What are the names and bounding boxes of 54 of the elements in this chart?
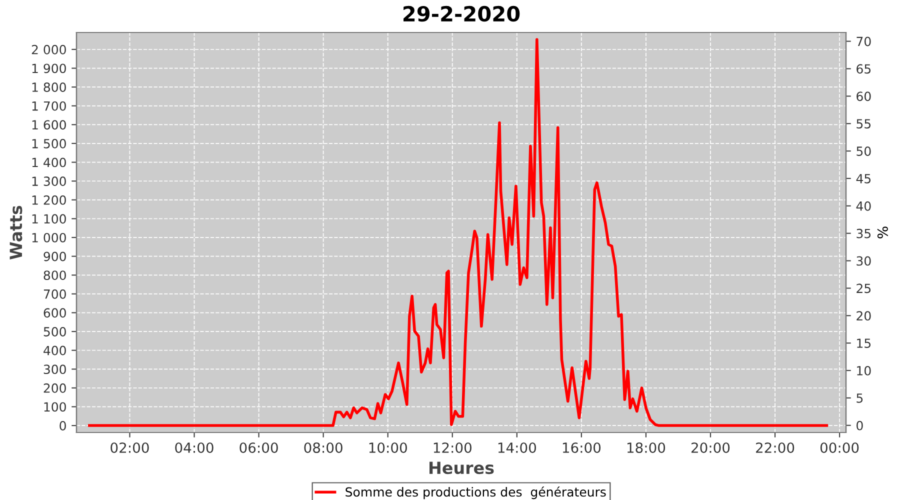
y2-tick-label: 5 bbox=[856, 394, 863, 403]
y-tick-label: 1 700 bbox=[32, 101, 66, 111]
x-tick-label: 18:00 bbox=[627, 442, 666, 453]
y-tick-label: 900 bbox=[44, 252, 66, 262]
x-tick-label: 00:00 bbox=[820, 442, 859, 453]
y-tick-label: 200 bbox=[44, 383, 66, 393]
y2-tick-label: 70 bbox=[856, 36, 871, 46]
x-tick-label: 22:00 bbox=[756, 442, 794, 453]
y-axis-title: Watts bbox=[10, 206, 22, 260]
x-tick-label: 14:00 bbox=[498, 442, 536, 453]
y-tick-label: 1 300 bbox=[32, 176, 66, 186]
y-tick-label: 300 bbox=[44, 364, 66, 374]
y-tick-label: 1 900 bbox=[32, 64, 66, 74]
legend-label: Somme des productions des générateurs bbox=[346, 486, 606, 500]
x-tick-label: 12:00 bbox=[434, 442, 472, 453]
x-tick-label: 04:00 bbox=[175, 442, 214, 453]
y-tick-label: 600 bbox=[44, 308, 66, 318]
y2-tick-label: 0 bbox=[856, 420, 863, 430]
y-tick-label: 800 bbox=[44, 270, 66, 280]
y2-tick-label: 45 bbox=[856, 174, 871, 184]
y2-axis-title: % bbox=[877, 226, 888, 238]
y-tick-label: 1 100 bbox=[32, 214, 66, 224]
y2-tick-label: 25 bbox=[856, 284, 871, 294]
x-tick-label: 16:00 bbox=[562, 442, 601, 453]
x-axis-title: Heures bbox=[430, 462, 494, 474]
y2-tick-label: 50 bbox=[856, 146, 871, 156]
y-tick-label: 100 bbox=[44, 402, 66, 412]
y-tick-label: 1 600 bbox=[32, 120, 66, 130]
x-tick-label: 06:00 bbox=[240, 442, 278, 453]
y2-tick-label: 55 bbox=[856, 119, 871, 129]
y2-tick-label: 65 bbox=[856, 64, 871, 74]
x-tick-label: 20:00 bbox=[691, 442, 730, 453]
x-tick-label: 08:00 bbox=[304, 442, 342, 453]
y2-tick-label: 40 bbox=[856, 201, 871, 211]
y-tick-label: 1 400 bbox=[32, 158, 66, 168]
y-tick-label: 700 bbox=[44, 289, 66, 299]
y-tick-label: 0 bbox=[60, 421, 66, 430]
y-tick-label: 400 bbox=[44, 346, 66, 356]
y2-tick-label: 15 bbox=[857, 338, 871, 348]
y-tick-label: 1 000 bbox=[32, 232, 66, 242]
chart-title: 29-2-2020 bbox=[404, 6, 520, 22]
y-tick-label: 1 500 bbox=[32, 138, 66, 148]
y2-tick-label: 30 bbox=[856, 256, 871, 266]
y-tick-label: 1 200 bbox=[32, 195, 66, 205]
y2-tick-label: 20 bbox=[856, 311, 871, 321]
line-series bbox=[88, 38, 828, 427]
x-tick-label: 02:00 bbox=[110, 442, 149, 453]
y2-tick-label: 60 bbox=[856, 92, 871, 102]
y-tick-label: 2 000 bbox=[32, 44, 66, 54]
y2-tick-label: 35 bbox=[856, 228, 871, 238]
y2-tick-label: 10 bbox=[857, 366, 871, 376]
y-tick-label: 1 800 bbox=[32, 82, 66, 92]
y-tick-label: 500 bbox=[44, 326, 66, 336]
x-tick-label: 10:00 bbox=[369, 442, 407, 453]
